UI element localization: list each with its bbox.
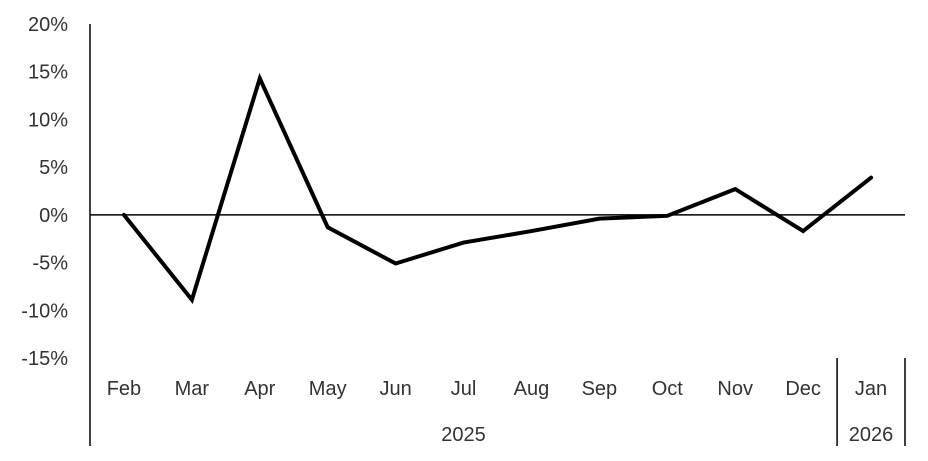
year-label: 2026: [849, 424, 894, 446]
y-tick-label: 5%: [39, 157, 68, 179]
x-tick-label: Jul: [451, 378, 477, 400]
x-tick-label: Apr: [244, 378, 275, 400]
x-tick-label: Feb: [107, 378, 141, 400]
x-tick-label: Aug: [514, 378, 550, 400]
x-tick-label: Jun: [380, 378, 412, 400]
y-tick-label: 20%: [28, 14, 68, 36]
x-tick-label: Jan: [855, 378, 887, 400]
y-tick-label: 15%: [28, 62, 68, 84]
year-label: 2025: [441, 424, 486, 446]
x-tick-label: Nov: [717, 378, 753, 400]
series-line: [124, 78, 871, 299]
x-tick-label: Oct: [652, 378, 684, 400]
x-tick-label: Mar: [175, 378, 210, 400]
x-tick-label: May: [309, 378, 347, 400]
x-tick-label: Dec: [785, 378, 821, 400]
y-tick-label: -5%: [32, 253, 68, 275]
y-tick-label: 10%: [28, 109, 68, 131]
y-tick-label: -15%: [21, 348, 68, 370]
x-tick-label: Sep: [582, 378, 618, 400]
y-tick-label: -10%: [21, 300, 68, 322]
y-tick-label: 0%: [39, 205, 68, 227]
